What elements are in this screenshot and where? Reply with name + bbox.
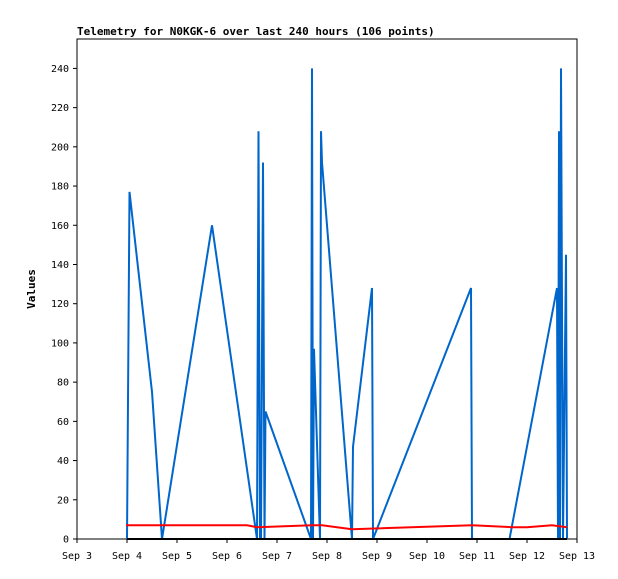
- x-tick-label: Sep 9: [362, 551, 392, 562]
- y-tick-label: 20: [57, 495, 69, 506]
- x-tick-label: Sep 5: [162, 551, 192, 562]
- y-axis: 0 20 40 60 80 100 120 140 160 180 200 220 240: [51, 64, 77, 546]
- series-line-1: [126, 524, 568, 531]
- y-tick-label: 120: [51, 299, 69, 310]
- x-tick-label: Sep 11: [459, 551, 495, 562]
- x-tick-label: Sep 4: [112, 551, 142, 562]
- x-tick-label: Sep 6: [212, 551, 242, 562]
- y-tick-label: 200: [51, 142, 69, 153]
- x-tick-label: Sep 12: [509, 551, 545, 562]
- x-tick-label: Sep 13: [559, 551, 595, 562]
- x-axis: Sep 3 Sep 4 Sep 5 Sep 6 Sep 7 Sep 8 Sep 9 Sep 1…: [62, 539, 595, 562]
- y-tick-label: 180: [51, 182, 69, 193]
- y-tick-label: 80: [57, 378, 69, 389]
- x-tick-label: Sep 10: [409, 551, 445, 562]
- y-tick-label: 140: [51, 260, 69, 271]
- y-tick-label: 240: [51, 64, 69, 75]
- x-tick-label: Sep 8: [312, 551, 342, 562]
- y-tick-label: 100: [51, 338, 69, 349]
- y-tick-label: 60: [57, 417, 69, 428]
- chart-title: Telemetry for N0KGK-6 over last 240 hour…: [77, 25, 435, 38]
- series-line-0: [126, 68, 568, 540]
- y-tick-label: 160: [51, 221, 69, 232]
- y-tick-label: 0: [63, 535, 69, 546]
- y-tick-label: 220: [51, 103, 69, 114]
- y-tick-label: 40: [57, 456, 69, 467]
- x-tick-label: Sep 3: [62, 551, 92, 562]
- y-axis-label: Values: [25, 269, 38, 309]
- series-layer: [126, 68, 568, 540]
- x-tick-label: Sep 7: [262, 551, 292, 562]
- plot-area-frame: [76, 38, 578, 540]
